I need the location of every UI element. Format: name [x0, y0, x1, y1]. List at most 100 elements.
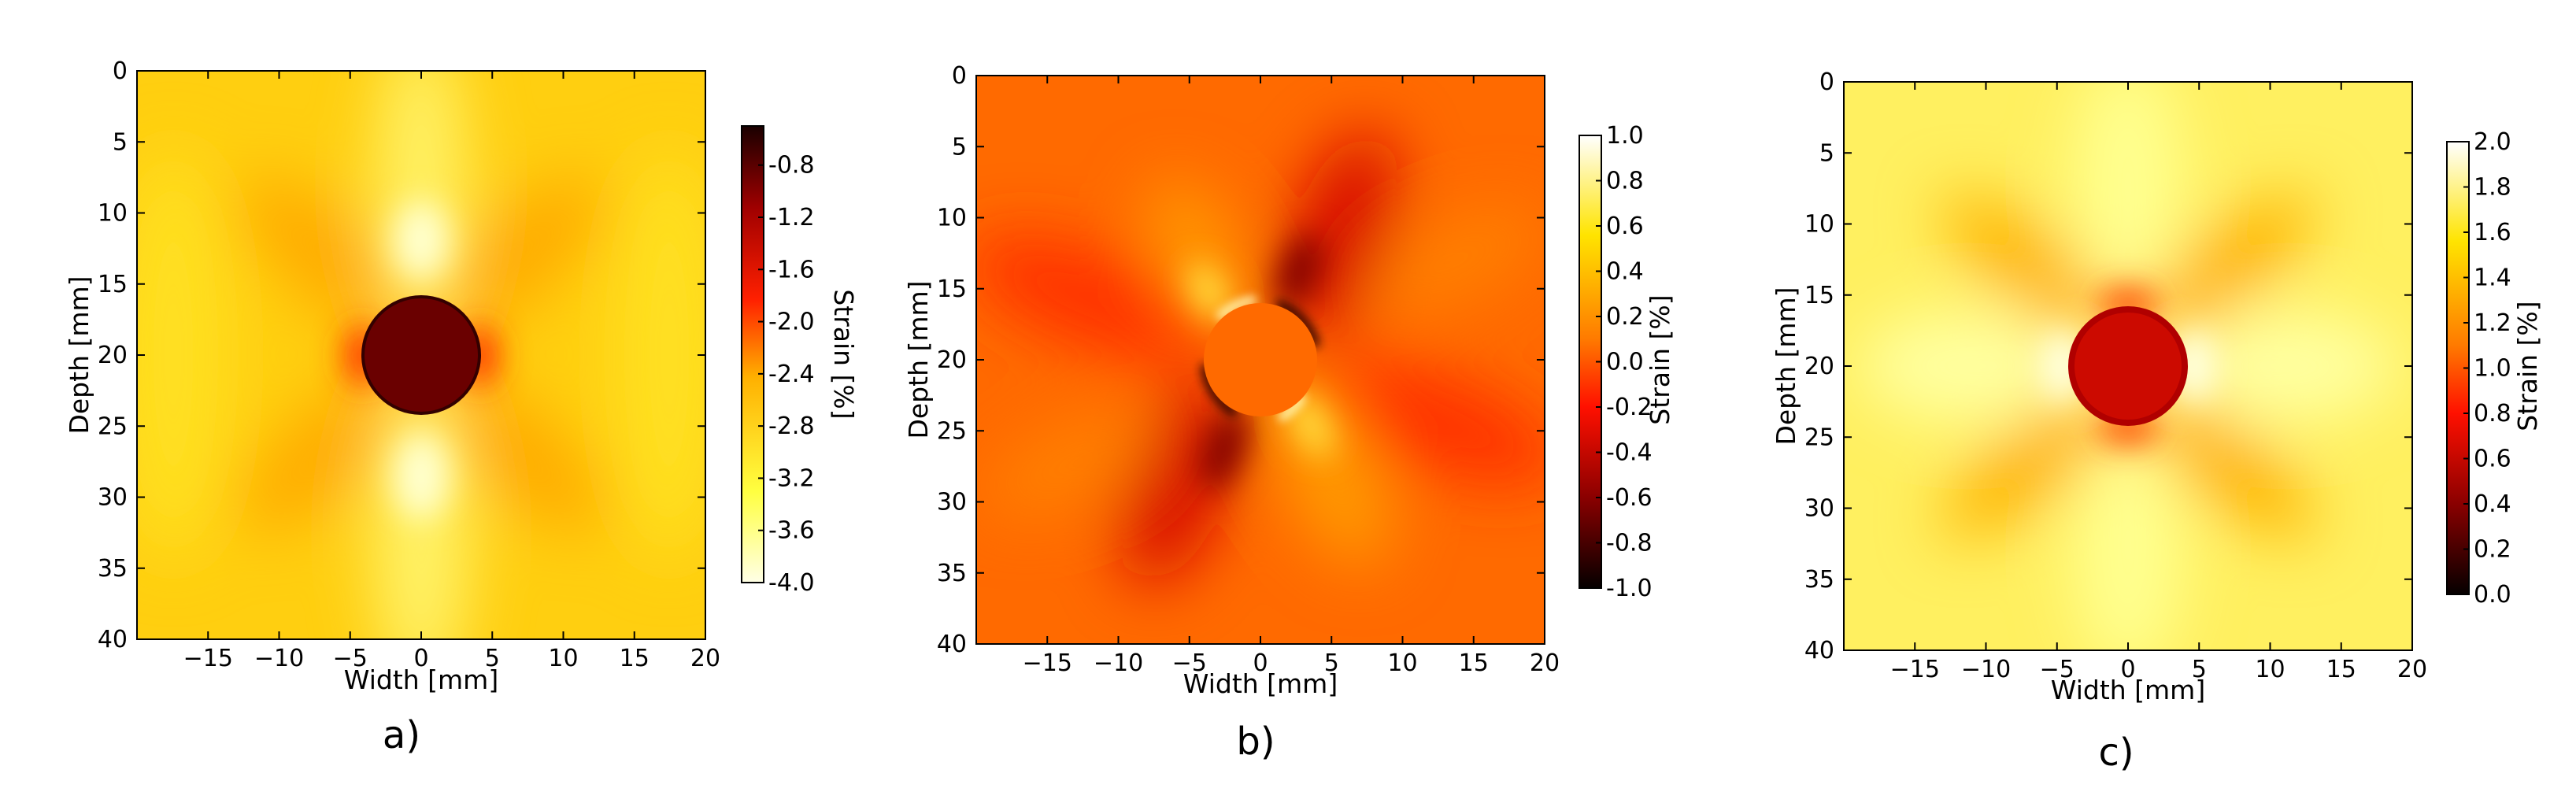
y-tick-label-b: 30: [937, 489, 967, 516]
y-tick-label-c: 20: [1804, 353, 1834, 380]
colorbar-tick-label-a: -3.2: [768, 464, 815, 492]
x-tick-label-b: 5: [1324, 649, 1339, 677]
y-tick-label-a: 0: [113, 57, 128, 85]
axes-a: −15 −10 −5 0 5 10 15 20 0 5 10 15 20 25 30 35 40: [98, 57, 720, 672]
colorbar-tick-label-b: 0.0: [1606, 349, 1644, 376]
y-tick-label-b: 35: [937, 560, 967, 587]
x-tick-label-a: 20: [690, 645, 720, 672]
y-tick-label-a: 20: [98, 342, 128, 369]
axes-b: −15 −10 −5 0 5 10 15 20 0 5 10 15 20 25 30 35 40: [937, 62, 1560, 677]
colorbar-tick-label-c: 0.8: [2474, 400, 2511, 427]
x-tick-label-a: −5: [333, 645, 368, 672]
colorbar-tick-label-a: -1.2: [768, 204, 815, 231]
x-tick-label-b: −15: [1023, 649, 1072, 677]
colorbar-tick-label-a: -3.6: [768, 517, 815, 545]
colorbar-tick-label-a: -4.0: [768, 569, 815, 597]
y-tick-label-a: 25: [98, 413, 128, 440]
x-tick-label-c: 10: [2255, 656, 2285, 683]
axes-c: −15 −10 −5 0 5 10 15 20 0 5 10 15 20 25 30 35 40: [1804, 68, 2427, 683]
y-tick-label-c: 30: [1804, 495, 1834, 523]
colorbar-tick-label-a: -1.6: [768, 256, 815, 283]
y-tick-label-b: 25: [937, 417, 967, 445]
panel-label-b: b): [1236, 720, 1275, 764]
y-tick-label-b: 15: [937, 276, 967, 303]
colorbar-tick-label-a: -2.0: [768, 309, 815, 336]
inclusion-b: [1204, 303, 1317, 416]
x-tick-label-a: 0: [413, 645, 428, 672]
panel-a: −15 −10 −5 0 5 10 15 20 0 5 10 15 20 25 30 35 40 Width […: [64, 57, 859, 757]
y-axis-label-c: Depth [mm]: [1771, 287, 1801, 445]
y-tick-label-a: 40: [98, 626, 128, 653]
colorbar-tick-label-c: 0.2: [2474, 536, 2511, 564]
colorbar-label-b: Strain [%]: [1645, 294, 1675, 424]
heatmap-a-image: [137, 71, 705, 639]
colorbar-tick-label-b: 0.6: [1606, 213, 1644, 240]
x-tick-label-c: 20: [2397, 656, 2427, 683]
colorbar-a: [742, 126, 764, 583]
y-axis-label-a: Depth [mm]: [64, 276, 94, 434]
colorbar-tick-label-b: -0.2: [1606, 394, 1653, 421]
colorbar-tick-label-a: -2.4: [768, 361, 815, 388]
y-tick-label-c: 25: [1804, 424, 1834, 451]
colorbar-ticks-c: 2.0 1.8 1.6 1.4 1.2 1.0 0.8 0.6 0.4 0.2 0.0: [2463, 128, 2511, 609]
y-tick-label-c: 0: [1819, 68, 1834, 96]
colorbar-tick-label-b: 0.2: [1606, 303, 1644, 331]
colorbar-tick-label-c: 1.2: [2474, 309, 2511, 337]
y-tick-label-b: 0: [952, 62, 967, 90]
colorbar-tick-label-c: 2.0: [2474, 128, 2511, 156]
colorbar-tick-label-c: 1.6: [2474, 219, 2511, 246]
colorbar-tick-label-a: -0.8: [768, 152, 815, 179]
colorbar-label-a: Strain [%]: [828, 289, 859, 419]
x-tick-label-b: −5: [1172, 649, 1207, 677]
y-tick-label-a: 30: [98, 484, 128, 512]
y-tick-label-c: 40: [1804, 637, 1834, 664]
colorbar-tick-label-c: 0.6: [2474, 446, 2511, 473]
y-tick-label-a: 10: [98, 200, 128, 228]
y-tick-label-b: 40: [937, 631, 967, 658]
x-tick-label-b: 20: [1530, 649, 1560, 677]
y-tick-label-c: 10: [1804, 211, 1834, 239]
y-tick-label-c: 35: [1804, 566, 1834, 594]
heatmap-c-image: [1844, 82, 2412, 650]
x-tick-label-c: −5: [2040, 656, 2074, 683]
colorbar-tick-label-c: 0.4: [2474, 490, 2511, 518]
y-tick-label-b: 5: [952, 133, 967, 161]
x-tick-label-a: −10: [254, 645, 304, 672]
y-tick-label-b: 10: [937, 205, 967, 232]
colorbar-tick-label-b: -0.4: [1606, 439, 1653, 467]
colorbar-ticks-a: -0.8 -1.2 -1.6 -2.0 -2.4 -2.8 -3.2 -3.6 -4.0: [758, 152, 815, 597]
x-tick-label-a: 15: [620, 645, 650, 672]
colorbar-ticks-b: 1.0 0.8 0.6 0.4 0.2 0.0 -0.2 -0.4 -0.6 -0.8 -1.0: [1596, 122, 1653, 602]
x-tick-label-c: 5: [2192, 656, 2207, 683]
panel-label-a: a): [383, 713, 420, 757]
panel-b: −15 −10 −5 0 5 10 15 20 0 5 10 15 20 25 30 35 40 Width […: [903, 62, 1675, 764]
colorbar-tick-label-c: 1.4: [2474, 265, 2511, 292]
colorbar-tick-label-b: -0.6: [1606, 484, 1653, 512]
y-tick-label-a: 35: [98, 555, 128, 583]
colorbar-tick-label-b: -0.8: [1606, 530, 1653, 557]
y-tick-label-b: 20: [937, 346, 967, 374]
colorbar-tick-label-b: -1.0: [1606, 575, 1653, 602]
x-tick-label-a: −15: [183, 645, 233, 672]
panel-c: −15 −10 −5 0 5 10 15 20 0 5 10 15 20 25 30 35 40 Width […: [1771, 68, 2543, 775]
x-tick-label-b: 15: [1459, 649, 1489, 677]
x-tick-label-c: 15: [2326, 656, 2356, 683]
x-axis-label-c: Width [mm]: [2051, 675, 2205, 705]
x-tick-label-b: 0: [1253, 649, 1268, 677]
x-tick-label-b: 10: [1387, 649, 1417, 677]
heatmap-b-image: [976, 76, 1545, 644]
x-tick-label-b: −10: [1094, 649, 1143, 677]
panel-label-c: c): [2098, 731, 2134, 775]
y-tick-label-c: 15: [1804, 282, 1834, 309]
x-axis-label-b: Width [mm]: [1183, 668, 1338, 699]
colorbar-tick-label-b: 0.8: [1606, 168, 1644, 195]
colorbar-tick-label-a: -2.8: [768, 413, 815, 440]
x-tick-label-c: 0: [2120, 656, 2135, 683]
colorbar-tick-label-b: 1.0: [1606, 122, 1644, 150]
y-tick-label-c: 5: [1819, 139, 1834, 167]
x-tick-label-a: 10: [548, 645, 578, 672]
x-axis-label-a: Width [mm]: [344, 664, 498, 695]
colorbar-label-c: Strain [%]: [2512, 301, 2543, 431]
colorbar-tick-label-b: 0.4: [1606, 258, 1644, 286]
